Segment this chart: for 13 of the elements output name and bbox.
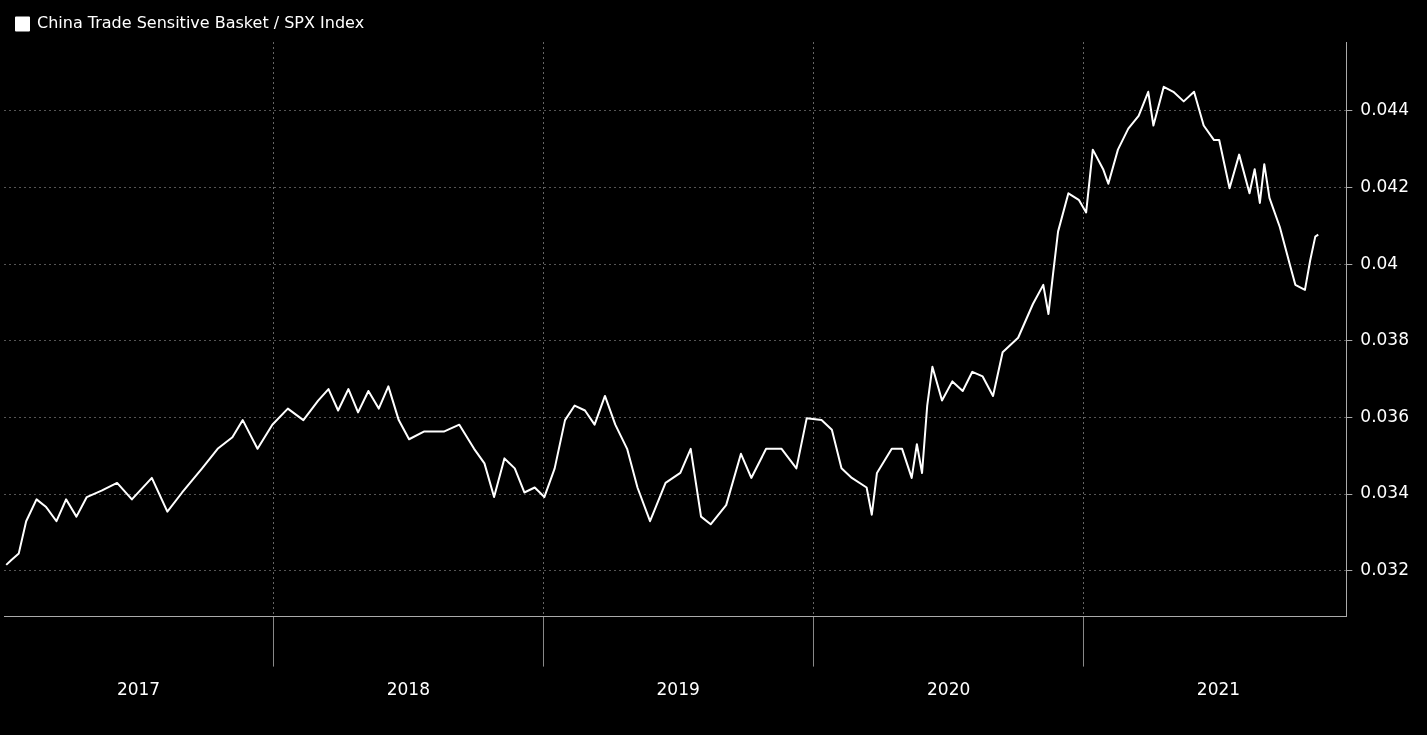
x-tick-label: 2018 xyxy=(386,679,430,700)
y-tick-label: 0.032 xyxy=(1360,559,1409,580)
y-tick-label: 0.034 xyxy=(1360,482,1409,503)
y-tick-label: 0.036 xyxy=(1360,405,1409,426)
y-tick-label: 0.04 xyxy=(1360,252,1399,273)
x-tick-label: 2020 xyxy=(927,679,971,700)
x-tick-label: 2021 xyxy=(1196,679,1241,700)
y-tick-label: 0.044 xyxy=(1360,99,1409,120)
y-tick-label: 0.038 xyxy=(1360,329,1409,350)
x-tick-label: 2019 xyxy=(656,679,700,700)
y-tick-label: 0.042 xyxy=(1360,175,1409,196)
x-tick-label: 2017 xyxy=(116,679,161,700)
legend-label: China Trade Sensitive Basket / SPX Index xyxy=(37,13,365,33)
